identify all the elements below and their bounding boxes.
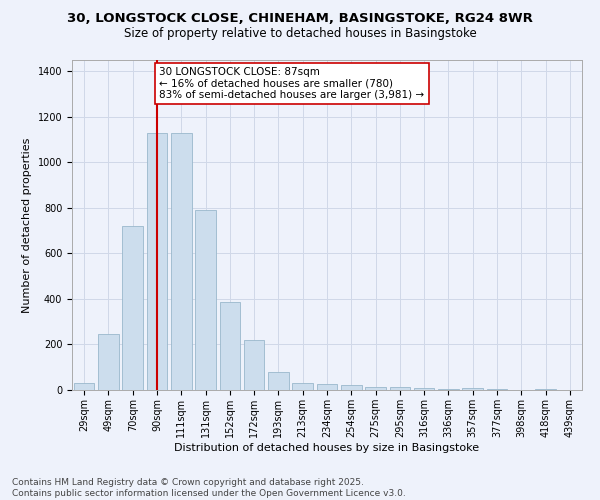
- Text: 30 LONGSTOCK CLOSE: 87sqm
← 16% of detached houses are smaller (780)
83% of semi: 30 LONGSTOCK CLOSE: 87sqm ← 16% of detac…: [160, 67, 425, 100]
- Bar: [414, 388, 434, 390]
- Bar: [146, 133, 167, 390]
- Bar: [122, 226, 143, 390]
- Bar: [74, 383, 94, 390]
- Bar: [463, 388, 483, 390]
- Text: Size of property relative to detached houses in Basingstoke: Size of property relative to detached ho…: [124, 28, 476, 40]
- Bar: [341, 386, 362, 390]
- Bar: [317, 384, 337, 390]
- Bar: [389, 386, 410, 390]
- Bar: [171, 133, 191, 390]
- Bar: [195, 210, 216, 390]
- Y-axis label: Number of detached properties: Number of detached properties: [22, 138, 32, 312]
- Bar: [365, 386, 386, 390]
- Bar: [487, 389, 508, 390]
- Text: Contains HM Land Registry data © Crown copyright and database right 2025.
Contai: Contains HM Land Registry data © Crown c…: [12, 478, 406, 498]
- Bar: [98, 334, 119, 390]
- Bar: [292, 383, 313, 390]
- X-axis label: Distribution of detached houses by size in Basingstoke: Distribution of detached houses by size …: [175, 442, 479, 452]
- Bar: [244, 340, 265, 390]
- Bar: [438, 389, 459, 390]
- Bar: [268, 372, 289, 390]
- Bar: [220, 302, 240, 390]
- Bar: [535, 389, 556, 390]
- Text: 30, LONGSTOCK CLOSE, CHINEHAM, BASINGSTOKE, RG24 8WR: 30, LONGSTOCK CLOSE, CHINEHAM, BASINGSTO…: [67, 12, 533, 26]
